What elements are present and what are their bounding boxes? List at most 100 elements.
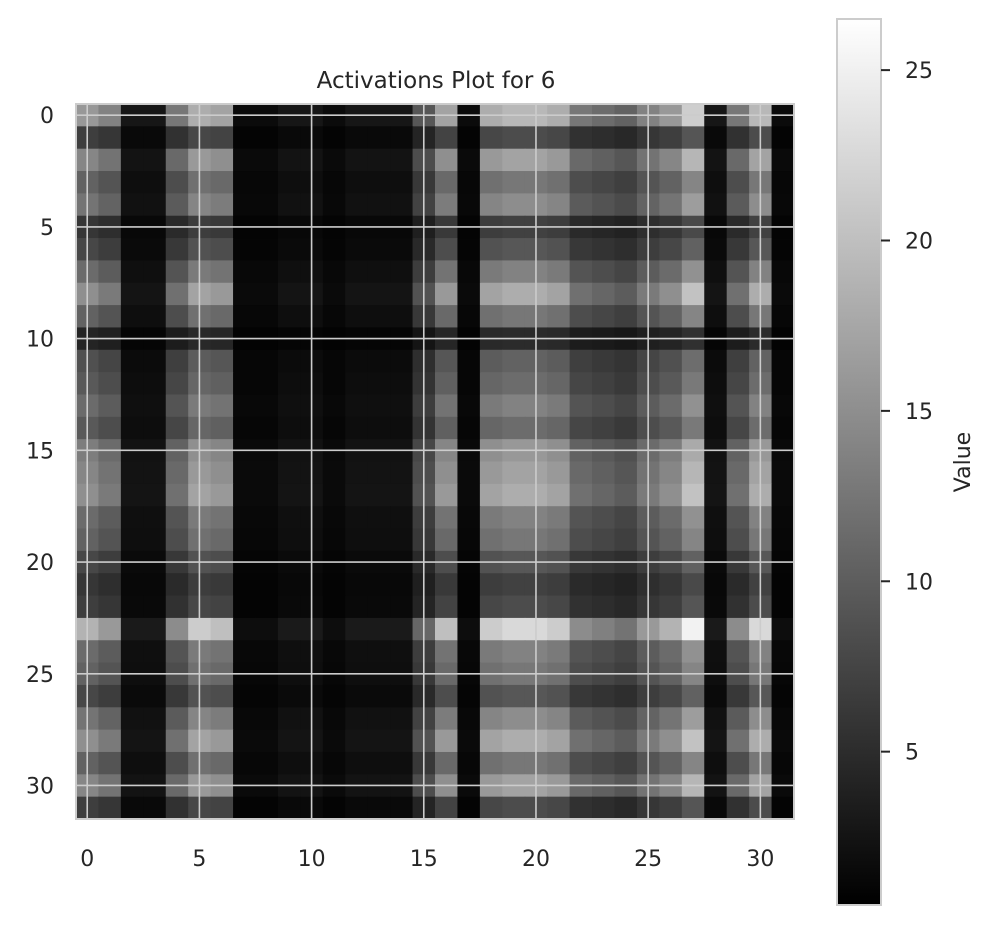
heatmap-cell bbox=[120, 483, 144, 507]
heatmap-cell bbox=[367, 126, 391, 150]
heatmap-cell bbox=[479, 506, 503, 530]
heatmap-cell bbox=[233, 394, 257, 418]
heatmap-cell bbox=[726, 238, 750, 261]
heatmap-cell bbox=[367, 617, 391, 641]
heatmap-cell bbox=[502, 148, 526, 172]
heatmap-cell bbox=[771, 506, 795, 530]
heatmap-cell bbox=[390, 707, 414, 731]
heatmap-cell bbox=[592, 282, 616, 306]
heatmap-cell bbox=[547, 640, 571, 664]
heatmap-cell bbox=[614, 506, 638, 530]
heatmap-cell bbox=[435, 394, 459, 418]
heatmap-cell bbox=[659, 617, 683, 641]
heatmap-cell bbox=[390, 260, 414, 284]
heatmap-cell bbox=[98, 148, 122, 172]
heatmap-cell bbox=[255, 707, 279, 731]
heatmap-cell bbox=[457, 305, 481, 329]
heatmap-cell bbox=[771, 684, 795, 708]
heatmap-cell bbox=[345, 483, 369, 507]
heatmap-cell bbox=[569, 416, 593, 440]
heatmap-cell bbox=[345, 595, 369, 619]
heatmap-cell bbox=[255, 595, 279, 619]
heatmap-cell bbox=[210, 573, 234, 597]
heatmap-cell bbox=[210, 171, 234, 194]
heatmap-cell bbox=[681, 573, 705, 597]
heatmap-cell bbox=[322, 796, 346, 820]
heatmap-cell bbox=[704, 595, 728, 619]
heatmap-cell bbox=[592, 372, 616, 396]
heatmap-cell bbox=[479, 305, 503, 329]
heatmap-cell bbox=[367, 595, 391, 619]
heatmap-cell bbox=[771, 148, 795, 172]
heatmap-cell bbox=[435, 416, 459, 440]
heatmap-cell bbox=[479, 148, 503, 172]
heatmap-cell bbox=[98, 260, 122, 284]
heatmap-cell bbox=[210, 193, 234, 217]
heatmap-cell bbox=[143, 394, 167, 418]
heatmap-cell bbox=[569, 148, 593, 172]
heatmap-cell bbox=[457, 729, 481, 753]
heatmap-cell bbox=[457, 126, 481, 150]
heatmap-cell bbox=[569, 193, 593, 217]
heatmap-cell bbox=[143, 305, 167, 329]
heatmap-cell bbox=[502, 461, 526, 485]
heatmap-cell bbox=[704, 305, 728, 329]
heatmap-cell bbox=[233, 148, 257, 172]
heatmap-cell bbox=[704, 238, 728, 261]
heatmap-cell bbox=[592, 707, 616, 731]
heatmap-cell bbox=[704, 617, 728, 641]
heatmap-cell bbox=[143, 684, 167, 708]
heatmap-cell bbox=[614, 394, 638, 418]
colorbar-ticks: 5 10 15 20 25 bbox=[881, 59, 933, 766]
heatmap-cell bbox=[726, 506, 750, 530]
heatmap-cell bbox=[98, 707, 122, 731]
heatmap-cell bbox=[143, 617, 167, 641]
heatmap-cell bbox=[435, 349, 459, 373]
heatmap-cell bbox=[704, 461, 728, 485]
heatmap-cell bbox=[771, 751, 795, 775]
heatmap-cell bbox=[255, 305, 279, 329]
x-tick-label: 30 bbox=[746, 847, 774, 872]
heatmap-cell bbox=[681, 729, 705, 753]
heatmap-cell bbox=[502, 171, 526, 194]
heatmap-cell bbox=[143, 796, 167, 820]
heatmap-cell bbox=[345, 282, 369, 306]
heatmap-cell bbox=[98, 305, 122, 329]
heatmap-cell bbox=[681, 260, 705, 284]
heatmap-cell bbox=[120, 461, 144, 485]
heatmap-cell bbox=[435, 372, 459, 396]
heatmap-cell bbox=[345, 193, 369, 217]
heatmap-cell bbox=[233, 171, 257, 194]
heatmap-cell bbox=[569, 305, 593, 329]
heatmap-cell bbox=[547, 796, 571, 820]
heatmap-cell bbox=[547, 506, 571, 530]
heatmap-cell bbox=[659, 126, 683, 150]
heatmap-cell bbox=[502, 305, 526, 329]
heatmap-cell bbox=[367, 171, 391, 194]
heatmap-cell bbox=[704, 260, 728, 284]
heatmap-cell bbox=[345, 349, 369, 373]
heatmap-cell bbox=[681, 483, 705, 507]
heatmap-cell bbox=[143, 461, 167, 485]
heatmap-cell bbox=[681, 282, 705, 306]
heatmap-cell bbox=[592, 394, 616, 418]
heatmap-cell bbox=[681, 238, 705, 261]
heatmap-cell bbox=[165, 684, 189, 708]
heatmap-cell bbox=[210, 595, 234, 619]
heatmap-cell bbox=[569, 528, 593, 552]
heatmap-cell bbox=[502, 394, 526, 418]
heatmap-cell bbox=[233, 528, 257, 552]
heatmap-cell bbox=[98, 416, 122, 440]
heatmap-cell bbox=[681, 171, 705, 194]
heatmap-cell bbox=[233, 483, 257, 507]
heatmap-cell bbox=[704, 349, 728, 373]
heatmap-cell bbox=[165, 461, 189, 485]
heatmap-cell bbox=[502, 729, 526, 753]
heatmap-cell bbox=[143, 416, 167, 440]
heatmap-cell bbox=[502, 684, 526, 708]
heatmap-cell bbox=[435, 282, 459, 306]
colorbar bbox=[836, 18, 882, 906]
heatmap-cell bbox=[681, 416, 705, 440]
heatmap-cell bbox=[322, 171, 346, 194]
heatmap-cell bbox=[322, 528, 346, 552]
